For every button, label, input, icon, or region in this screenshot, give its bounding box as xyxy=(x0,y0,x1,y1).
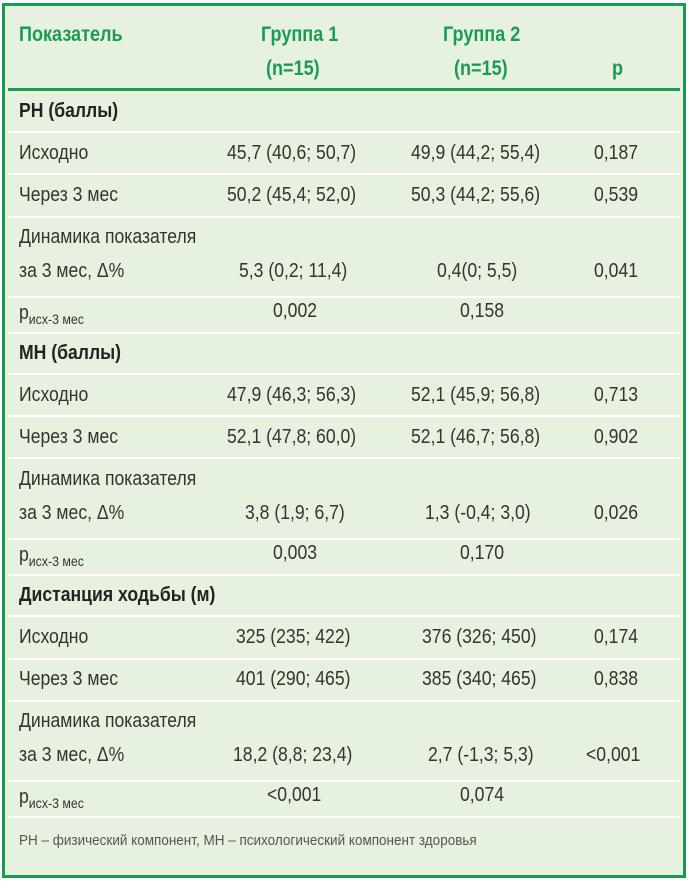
results-table: Показатель Группа 1 (n=15) Группа 2 (n=1… xyxy=(2,3,686,878)
row-label-line2: за 3 мес, Δ% xyxy=(19,744,125,766)
row-divider xyxy=(8,574,680,576)
header-group2-n: (n=15) xyxy=(454,57,508,80)
row-label-line2: за 3 мес, Δ% xyxy=(19,260,125,282)
row-label: Через 3 мес xyxy=(19,426,119,448)
row-divider xyxy=(8,373,680,375)
p-row-label: рисх-3 мес xyxy=(19,544,84,569)
row-divider xyxy=(8,816,680,818)
row-label-line1: Динамика показателя xyxy=(19,468,197,490)
section-title-walk: Дистанция ходьбы (м) xyxy=(19,584,216,606)
cell-group2: 2,7 (-1,3; 5,3) xyxy=(428,744,534,766)
cell-p: <0,001 xyxy=(586,744,641,766)
cell-group2: 0,158 xyxy=(460,300,505,322)
row-divider xyxy=(8,173,680,175)
cell-p: 0,902 xyxy=(594,426,639,448)
cell-group1: 18,2 (8,8; 23,4) xyxy=(233,744,353,766)
cell-group1: 45,7 (40,6; 50,7) xyxy=(227,142,357,164)
cell-group1: 401 (290; 465) xyxy=(236,668,351,690)
row-label-line1: Динамика показателя xyxy=(19,710,197,732)
cell-p: 0,187 xyxy=(594,142,639,164)
cell-group1: 5,3 (0,2; 11,4) xyxy=(239,260,348,282)
row-divider xyxy=(8,296,680,298)
cell-group2: 52,1 (46,7; 56,8) xyxy=(411,426,541,448)
cell-group1: <0,001 xyxy=(267,784,322,806)
cell-group1: 50,2 (45,4; 52,0) xyxy=(227,184,357,206)
footnote: РН – физический компонент, МН – психолог… xyxy=(19,832,477,849)
table-header: Показатель Группа 1 (n=15) Группа 2 (n=1… xyxy=(8,6,680,91)
header-indicator: Показатель xyxy=(19,23,123,46)
row-divider xyxy=(8,457,680,459)
cell-group2: 52,1 (45,9; 56,8) xyxy=(411,384,541,406)
row-label: Исходно xyxy=(19,142,89,164)
cell-group2: 1,3 (-0,4; 3,0) xyxy=(425,502,531,524)
header-group1-n: (n=15) xyxy=(266,57,320,80)
section-title-mh: МН (баллы) xyxy=(19,342,122,364)
row-divider xyxy=(8,780,680,782)
p-row-label: рисх-3 мес xyxy=(19,302,84,327)
row-divider xyxy=(8,332,680,334)
cell-group1: 325 (235; 422) xyxy=(236,626,351,648)
cell-group1: 52,1 (47,8; 60,0) xyxy=(227,426,357,448)
row-divider xyxy=(8,131,680,133)
cell-group1: 47,9 (46,3; 56,3) xyxy=(227,384,357,406)
row-divider xyxy=(8,615,680,617)
header-group1-name: Группа 1 xyxy=(261,23,339,46)
cell-p: 0,041 xyxy=(594,260,639,282)
row-divider xyxy=(8,415,680,417)
row-divider xyxy=(8,538,680,540)
cell-p: 0,026 xyxy=(594,502,639,524)
row-label-line1: Динамика показателя xyxy=(19,226,197,248)
cell-group2: 49,9 (44,2; 55,4) xyxy=(411,142,541,164)
row-divider xyxy=(8,700,680,702)
cell-group1: 3,8 (1,9; 6,7) xyxy=(245,502,345,524)
row-label: Исходно xyxy=(19,384,89,406)
cell-group1: 0,003 xyxy=(273,542,318,564)
cell-p: 0,174 xyxy=(594,626,639,648)
p-row-label: рисх-3 мес xyxy=(19,786,84,811)
section-title-ph: РН (баллы) xyxy=(19,100,119,122)
row-label: Через 3 мес xyxy=(19,668,119,690)
row-label-line2: за 3 мес, Δ% xyxy=(19,502,125,524)
cell-group2: 0,074 xyxy=(460,784,505,806)
row-divider xyxy=(8,658,680,660)
header-p: p xyxy=(612,57,624,80)
row-label: Через 3 мес xyxy=(19,184,119,206)
cell-group1: 0,002 xyxy=(273,300,318,322)
cell-group2: 0,4(0; 5,5) xyxy=(437,260,518,282)
cell-group2: 385 (340; 465) xyxy=(422,668,537,690)
cell-group2: 376 (326; 450) xyxy=(422,626,537,648)
header-group2-name: Группа 2 xyxy=(443,23,521,46)
row-label: Исходно xyxy=(19,626,89,648)
cell-p: 0,838 xyxy=(594,668,639,690)
cell-group2: 0,170 xyxy=(460,542,505,564)
cell-group2: 50,3 (44,2; 55,6) xyxy=(411,184,541,206)
cell-p: 0,713 xyxy=(594,384,639,406)
cell-p: 0,539 xyxy=(594,184,639,206)
row-divider xyxy=(8,216,680,218)
